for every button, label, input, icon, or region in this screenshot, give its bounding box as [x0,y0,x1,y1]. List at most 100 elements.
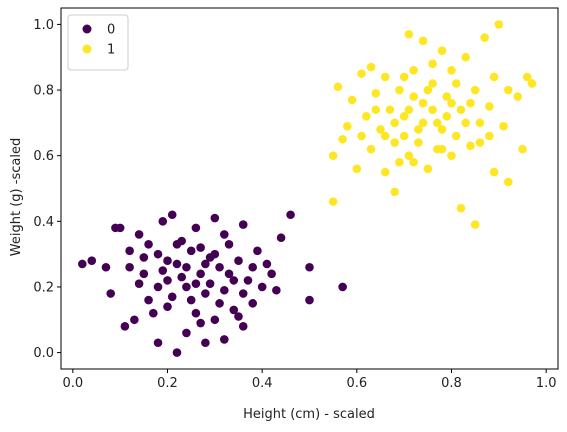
data-point-series-0 [191,223,201,233]
data-point-series-0 [205,279,215,288]
data-point-series-0 [238,220,248,229]
data-point-series-1 [338,134,347,144]
data-point-series-0 [186,246,196,256]
data-point-series-1 [480,33,489,42]
y-axis: 0.0 0.2 0.4 0.6 0.8 1.0 [33,18,61,361]
data-point-series-0 [167,292,177,302]
data-point-series-0 [182,262,191,272]
data-point-series-1 [461,118,471,128]
data-point-series-0 [248,262,257,272]
data-point-series-1 [442,112,452,121]
data-point-series-1 [357,131,366,141]
data-point-series-1 [333,82,343,92]
data-point-series-1 [371,105,381,115]
data-point-series-0 [87,256,97,266]
data-point-series-0 [338,282,347,292]
data-point-series-0 [220,230,229,239]
data-point-series-1 [428,79,437,88]
data-point-series-1 [399,72,409,82]
data-point-series-0 [238,322,248,331]
data-point-series-0 [234,312,243,321]
data-point-series-0 [191,308,201,318]
data-point-series-1 [362,112,371,121]
data-point-series-1 [352,164,362,174]
legend-marker-1 [82,44,92,54]
data-point-series-0 [125,262,134,272]
data-point-series-1 [442,92,452,101]
data-point-series-0 [276,233,286,243]
data-point-series-1 [390,187,400,197]
data-point-series-1 [485,131,494,141]
data-point-series-0 [196,318,205,328]
data-point-series-1 [461,52,471,62]
data-point-series-1 [347,95,357,105]
data-point-series-0 [130,315,139,325]
data-point-series-0 [172,239,182,249]
data-point-series-0 [305,295,314,305]
data-point-series-1 [485,102,494,111]
data-point-series-0 [182,282,191,292]
data-point-series-1 [433,118,442,128]
data-point-series-1 [404,29,414,39]
data-point-series-1 [328,151,338,160]
data-point-series-1 [414,138,423,147]
data-point-series-1 [428,105,437,115]
data-point-series-0 [224,239,234,249]
data-point-series-1 [428,59,437,69]
data-point-series-1 [366,62,376,72]
x-tick-label: 0.2 [157,376,178,391]
data-point-series-1 [466,141,475,151]
data-point-series-0 [139,253,149,262]
data-point-series-0 [101,262,111,272]
data-point-series-1 [399,131,409,141]
data-point-series-1 [437,125,447,134]
data-point-series-1 [451,79,461,88]
data-point-series-1 [522,72,532,82]
data-point-series-1 [395,85,404,95]
data-point-series-1 [447,66,456,75]
data-point-series-0 [201,338,210,348]
data-point-series-1 [328,197,338,206]
data-point-series-1 [399,112,409,121]
x-axis-label: Height (cm) - scaled [243,407,375,422]
data-point-series-0 [201,289,210,298]
data-point-series-0 [257,282,267,292]
data-point-series-1 [418,118,428,128]
data-point-series-0 [182,328,191,338]
data-point-series-1 [499,121,508,131]
legend-marker-0 [82,24,92,34]
y-tick-label: 0.6 [33,149,54,164]
data-point-series-1 [470,85,480,95]
data-point-series-1 [456,203,466,213]
data-point-series-0 [163,302,172,311]
y-axis-label: Weight (g) -scaled [9,138,24,256]
data-point-series-1 [390,138,400,147]
data-point-series-0 [267,269,276,279]
data-point-series-1 [371,89,381,98]
data-point-series-1 [390,118,400,128]
data-point-series-0 [215,299,224,308]
data-point-series-1 [494,20,504,29]
x-tick-label: 0.0 [62,376,83,391]
data-point-series-0 [286,210,295,220]
data-point-series-0 [153,249,163,259]
data-point-series-0 [125,246,134,256]
data-point-series-1 [409,66,418,75]
legend: 01 [67,14,129,71]
data-point-series-1 [489,167,499,177]
data-point-series-1 [433,144,442,154]
data-point-series-1 [527,79,537,88]
data-point-series-0 [210,249,220,259]
data-point-series-1 [423,85,433,95]
data-point-series-1 [451,131,461,141]
data-point-series-0 [172,259,182,269]
data-point-series-1 [470,220,480,229]
data-point-series-1 [513,92,523,101]
data-point-series-0 [262,259,272,269]
data-point-series-1 [504,85,513,95]
data-point-series-0 [78,259,87,269]
data-point-series-0 [115,223,125,233]
data-point-series-0 [210,213,220,223]
data-point-series-1 [489,72,499,82]
data-point-series-0 [186,295,196,305]
